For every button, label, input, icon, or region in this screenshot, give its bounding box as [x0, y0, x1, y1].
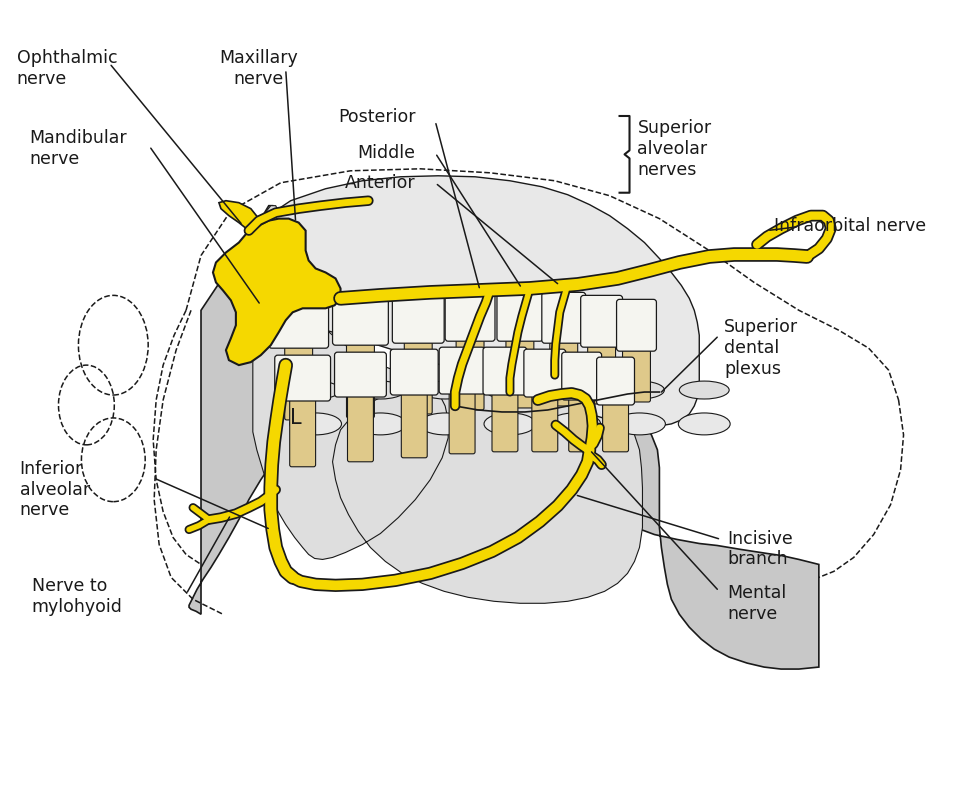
Text: Middle: Middle — [357, 144, 415, 162]
FancyBboxPatch shape — [333, 294, 388, 345]
Text: L: L — [289, 408, 301, 428]
FancyBboxPatch shape — [596, 357, 634, 405]
FancyBboxPatch shape — [580, 295, 622, 347]
FancyBboxPatch shape — [616, 299, 655, 351]
FancyBboxPatch shape — [482, 347, 526, 395]
Polygon shape — [219, 201, 258, 230]
FancyBboxPatch shape — [404, 332, 431, 414]
Ellipse shape — [290, 381, 340, 399]
FancyBboxPatch shape — [531, 390, 557, 452]
Ellipse shape — [355, 381, 405, 399]
Ellipse shape — [678, 413, 730, 435]
Ellipse shape — [679, 381, 729, 399]
FancyBboxPatch shape — [289, 393, 315, 466]
Polygon shape — [213, 218, 340, 365]
Ellipse shape — [484, 381, 534, 399]
FancyBboxPatch shape — [497, 290, 542, 342]
FancyBboxPatch shape — [390, 349, 438, 395]
FancyBboxPatch shape — [506, 332, 533, 408]
FancyBboxPatch shape — [392, 291, 444, 343]
Ellipse shape — [483, 413, 535, 435]
Text: Superior
dental
plexus: Superior dental plexus — [724, 318, 797, 378]
Text: Nerve to
mylohyoid: Nerve to mylohyoid — [31, 578, 122, 616]
FancyBboxPatch shape — [275, 355, 331, 401]
Text: Maxillary
nerve: Maxillary nerve — [219, 50, 298, 88]
Ellipse shape — [420, 381, 469, 399]
FancyBboxPatch shape — [587, 338, 615, 404]
Text: Incisive
branch: Incisive branch — [727, 530, 792, 568]
Text: Mental
nerve: Mental nerve — [727, 584, 785, 623]
Polygon shape — [248, 176, 698, 426]
Ellipse shape — [614, 381, 664, 399]
Ellipse shape — [550, 381, 599, 399]
Text: Mandibular
nerve: Mandibular nerve — [29, 129, 127, 168]
Text: Superior
alveolar
nerves: Superior alveolar nerves — [637, 119, 711, 178]
FancyBboxPatch shape — [622, 342, 649, 402]
FancyBboxPatch shape — [456, 331, 483, 410]
Polygon shape — [252, 206, 642, 603]
FancyBboxPatch shape — [568, 393, 594, 452]
FancyBboxPatch shape — [401, 388, 426, 458]
Ellipse shape — [289, 413, 341, 435]
FancyBboxPatch shape — [561, 352, 601, 400]
FancyBboxPatch shape — [285, 338, 312, 420]
Text: Ophthalmic
nerve: Ophthalmic nerve — [17, 50, 117, 88]
FancyBboxPatch shape — [523, 349, 565, 397]
FancyBboxPatch shape — [449, 387, 474, 454]
FancyBboxPatch shape — [334, 352, 386, 397]
FancyBboxPatch shape — [347, 390, 373, 462]
FancyBboxPatch shape — [269, 298, 329, 348]
FancyBboxPatch shape — [439, 347, 484, 394]
Text: Inferior
alveolar
nerve: Inferior alveolar nerve — [20, 460, 90, 519]
FancyBboxPatch shape — [602, 398, 628, 452]
FancyBboxPatch shape — [346, 334, 374, 418]
FancyBboxPatch shape — [541, 292, 585, 343]
Ellipse shape — [549, 413, 600, 435]
Ellipse shape — [613, 413, 665, 435]
Ellipse shape — [419, 413, 470, 435]
FancyBboxPatch shape — [492, 388, 517, 452]
FancyBboxPatch shape — [445, 290, 495, 342]
Text: Infraorbital nerve: Infraorbital nerve — [774, 217, 925, 234]
Polygon shape — [189, 206, 818, 669]
FancyBboxPatch shape — [550, 334, 577, 406]
Ellipse shape — [354, 413, 406, 435]
Text: Anterior: Anterior — [344, 174, 415, 192]
Text: Posterior: Posterior — [337, 108, 415, 126]
